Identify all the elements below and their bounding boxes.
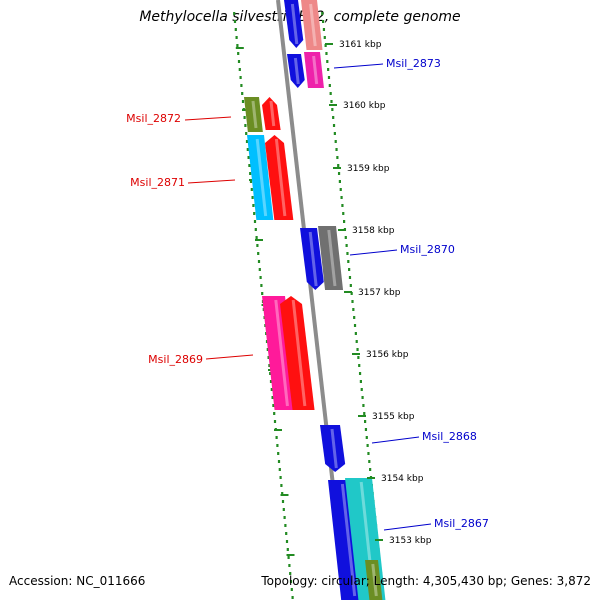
gene-feature <box>304 52 324 88</box>
gene-label: Msil_2867 <box>434 517 489 530</box>
gene-feature <box>265 135 294 220</box>
kbp-ticks: 3161 kbp 3160 kbp 3159 kbp 3158 kbp 3157 kbp… <box>325 40 432 546</box>
tick-label: 3160 kbp <box>343 101 386 111</box>
tick-label: 3156 kbp <box>366 350 409 360</box>
gene-label: Msil_2868 <box>422 430 477 443</box>
feature-highlight <box>291 299 307 407</box>
gene-feature <box>284 0 304 48</box>
feature-highlight <box>269 100 276 127</box>
feature-highlight <box>340 483 357 597</box>
gene-label: Msil_2873 <box>386 57 441 70</box>
gene-feature <box>287 54 305 88</box>
feature-highlight <box>290 3 299 45</box>
gene-feature <box>247 135 274 220</box>
gene-features <box>244 0 386 600</box>
feature-highlight <box>293 57 300 85</box>
feature-highlight <box>308 231 318 287</box>
feature-highlight <box>255 138 268 217</box>
gene-feature <box>262 97 281 130</box>
feature-highlight <box>251 100 258 129</box>
gene-feature <box>318 226 344 290</box>
tick-label: 3159 kbp <box>347 164 390 174</box>
tick-label: 3153 kbp <box>389 536 432 546</box>
genome-summary: Topology: circular; Length: 4,305,430 bp… <box>261 574 591 588</box>
label-leader-line <box>333 63 384 69</box>
label-leader-line <box>187 179 236 184</box>
gene-feature <box>320 425 346 472</box>
tick-label: 3161 kbp <box>339 40 382 50</box>
feature-highlight <box>312 55 319 85</box>
feature-highlight <box>274 299 289 407</box>
gene-labels: Msil_2873 Msil_2872 Msil_2871 Msil_2870 Msil… <box>126 57 489 531</box>
label-leader-line <box>205 354 254 360</box>
gene-feature <box>300 228 324 290</box>
accession-text: Accession: NC_011666 <box>9 574 146 588</box>
gene-feature <box>262 296 298 410</box>
tick-label: 3158 kbp <box>352 226 395 236</box>
gene-label: Msil_2870 <box>400 243 455 256</box>
feature-highlight <box>274 138 287 217</box>
tick-label: 3154 kbp <box>381 474 424 484</box>
label-leader-line <box>371 436 420 444</box>
tick-label: 3157 kbp <box>358 288 401 298</box>
gene-feature <box>301 0 323 50</box>
label-leader-line <box>184 116 232 121</box>
feature-highlight <box>330 428 338 469</box>
gene-feature <box>244 97 263 132</box>
feature-highlight <box>371 563 378 597</box>
gene-label: Msil_2869 <box>148 353 203 366</box>
label-leader-line <box>349 249 398 256</box>
label-leader-line <box>383 523 432 531</box>
gene-feature <box>365 560 383 600</box>
gene-feature <box>280 296 315 410</box>
tick-label: 3155 kbp <box>372 412 415 422</box>
feature-highlight <box>327 229 337 287</box>
gene-label: Msil_2872 <box>126 112 181 125</box>
feature-highlight <box>309 3 317 47</box>
gene-label: Msil_2871 <box>130 176 185 189</box>
